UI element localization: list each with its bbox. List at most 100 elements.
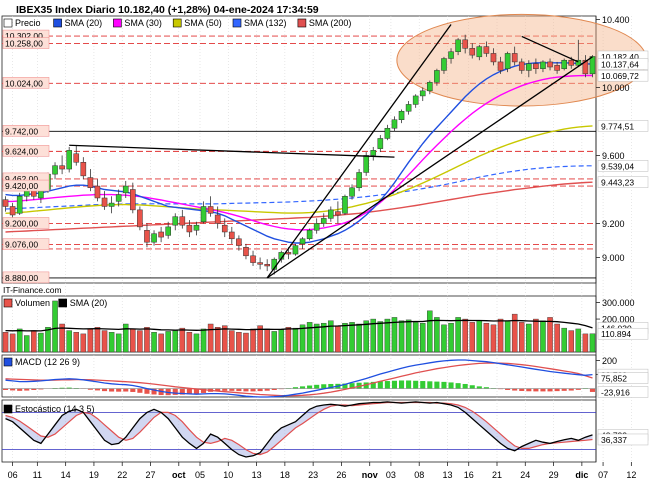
candle-body (258, 263, 263, 265)
candle-body (286, 252, 291, 254)
candle-body (52, 166, 57, 175)
volume-bar (201, 329, 206, 352)
macd-histogram-bar (236, 389, 241, 392)
x-tick-label: 18 (280, 470, 290, 480)
x-tick-label: 05 (195, 470, 205, 480)
legend-swatch (59, 299, 67, 307)
macd-histogram-bar (456, 383, 461, 388)
macd-histogram-bar (123, 389, 128, 392)
x-tick-label: 10 (223, 470, 233, 480)
macd-histogram-bar (399, 380, 404, 388)
candle-body (385, 128, 390, 138)
candle-body (533, 64, 538, 69)
x-tick-label: 23 (308, 470, 318, 480)
candle-body (208, 206, 213, 213)
macd-histogram-bar (229, 389, 234, 391)
volume-bar (67, 331, 72, 352)
macd-histogram-bar (540, 389, 545, 392)
candle-body (187, 225, 192, 232)
macd-histogram-bar (533, 389, 538, 392)
macd-histogram-bar (102, 389, 107, 392)
candle-body (406, 104, 411, 111)
macd-histogram-bar (109, 389, 114, 392)
volume-bar (250, 329, 255, 352)
candle-body (102, 198, 107, 207)
candle-body (540, 62, 545, 69)
volume-bar (413, 322, 418, 352)
macd-histogram-bar (562, 389, 567, 391)
legend-label: SMA (50) (184, 18, 222, 28)
macd-histogram-bar (307, 386, 312, 389)
macd-histogram-bar (590, 389, 595, 392)
price-value-label: 9.443,23 (601, 178, 634, 188)
candle-body (314, 223, 319, 230)
volume-bar (590, 334, 595, 352)
volume-value-label: 110.894 (601, 329, 631, 339)
level-label: 9.420,00 (5, 181, 38, 191)
volume-bar (399, 321, 404, 352)
legend-label: SMA (20) (70, 298, 108, 308)
candle-body (67, 150, 72, 169)
candle-body (3, 200, 8, 207)
volume-bar (385, 319, 390, 352)
macd-histogram-bar (526, 389, 531, 392)
volume-bar (335, 326, 340, 352)
x-tick-label: 21 (492, 470, 502, 480)
candle-body (547, 62, 552, 67)
volume-bar (194, 334, 199, 352)
volume-bar (293, 328, 298, 352)
volume-bar (279, 330, 284, 352)
macd-histogram-bar (519, 389, 524, 391)
legend-label: SMA (200) (309, 18, 352, 28)
price-value-label: 9.774,51 (601, 121, 634, 131)
volume-bar (208, 324, 213, 352)
legend-label: SMA (20) (65, 18, 103, 28)
candle-body (399, 111, 404, 120)
x-tick-label: 27 (145, 470, 155, 480)
candle-body (151, 234, 156, 243)
macd-histogram-bar (547, 389, 552, 392)
volume-bar (484, 323, 489, 352)
volume-bar (187, 332, 192, 352)
candle-body (526, 64, 531, 71)
macd-histogram-bar (420, 381, 425, 389)
candle-body (519, 62, 524, 71)
candle-body (180, 217, 185, 226)
x-tick-label: oct (172, 470, 186, 480)
volume-bar (357, 324, 362, 352)
macd-histogram-bar (130, 389, 135, 392)
candle-body (413, 96, 418, 105)
volume-bar (420, 323, 425, 352)
candle-body (17, 196, 22, 213)
candle-body (229, 232, 234, 239)
macd-histogram-bar (258, 389, 263, 392)
macd-histogram-bar (470, 385, 475, 388)
candle-body (166, 227, 171, 236)
stoch-value-label: 36,337 (601, 435, 627, 445)
candle-body (456, 40, 461, 52)
volume-bar (378, 322, 383, 352)
price-value-label: 9.539,04 (601, 161, 634, 171)
legend-swatch (4, 19, 12, 27)
level-label: 8.880,00 (5, 273, 38, 283)
candle-body (477, 47, 482, 57)
candle-body (335, 212, 340, 215)
candle-body (88, 178, 93, 188)
legend-label: SMA (132) (244, 18, 287, 28)
y-tick-label: 200 (602, 356, 617, 366)
volume-bar (243, 333, 248, 352)
candle-body (243, 247, 248, 256)
volume-bar (265, 329, 270, 352)
volume-bar (434, 317, 439, 352)
candle-body (555, 65, 560, 70)
volume-bar (286, 327, 291, 352)
volume-bar (88, 329, 93, 352)
volume-bar (24, 336, 29, 352)
x-tick-label: 13 (442, 470, 452, 480)
candle-body (123, 186, 128, 193)
y-tick-label: 10.000 (602, 83, 630, 93)
volume-bar (533, 319, 538, 352)
candle-body (236, 239, 241, 246)
macd-histogram-bar (17, 389, 22, 391)
volume-bar (498, 319, 503, 352)
